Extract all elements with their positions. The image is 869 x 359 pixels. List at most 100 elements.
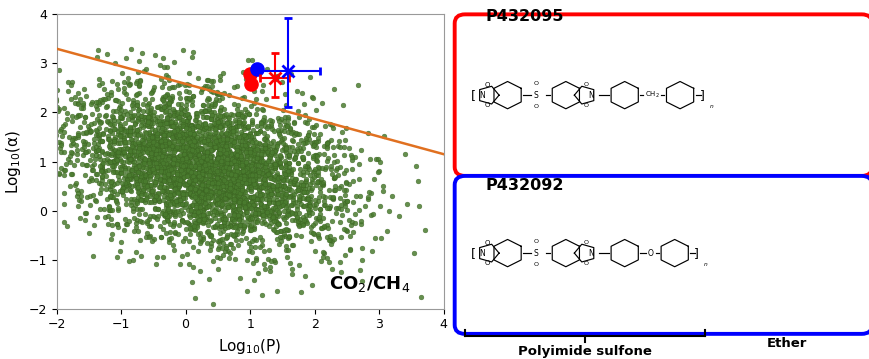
Point bbox=[189, 113, 202, 119]
Point bbox=[242, 152, 255, 158]
Point bbox=[216, 214, 230, 220]
Point bbox=[164, 174, 178, 180]
Point bbox=[177, 169, 191, 175]
Point bbox=[233, 159, 247, 165]
Point bbox=[205, 177, 219, 183]
Point bbox=[143, 143, 157, 149]
Point bbox=[126, 106, 140, 111]
Point bbox=[308, 197, 322, 202]
Point bbox=[149, 167, 163, 172]
Point bbox=[269, 288, 283, 294]
Point bbox=[169, 141, 182, 146]
Point bbox=[218, 216, 232, 222]
Point bbox=[216, 240, 229, 246]
Point bbox=[146, 148, 160, 154]
Point bbox=[98, 113, 112, 118]
Point bbox=[275, 197, 289, 203]
Point bbox=[264, 118, 278, 123]
Point bbox=[201, 95, 215, 101]
Point bbox=[183, 183, 197, 189]
Point bbox=[199, 124, 213, 130]
Point bbox=[237, 224, 251, 229]
Point bbox=[109, 153, 123, 159]
Point bbox=[242, 248, 255, 254]
Point bbox=[157, 166, 171, 172]
Point bbox=[124, 149, 138, 155]
Point bbox=[303, 193, 317, 199]
Point bbox=[242, 146, 256, 152]
Point bbox=[237, 223, 251, 228]
Point bbox=[179, 95, 193, 101]
Point bbox=[164, 95, 178, 101]
Point bbox=[290, 222, 304, 227]
Point bbox=[239, 143, 253, 149]
Point bbox=[288, 211, 302, 216]
Point bbox=[207, 109, 221, 115]
Point bbox=[154, 165, 168, 171]
Point bbox=[166, 209, 180, 215]
Point bbox=[337, 198, 351, 204]
Point bbox=[344, 219, 358, 225]
Point bbox=[173, 81, 187, 87]
Text: Ether: Ether bbox=[766, 337, 806, 350]
Point bbox=[210, 180, 224, 186]
Point bbox=[83, 175, 97, 181]
Point bbox=[157, 171, 171, 177]
Point bbox=[128, 167, 142, 173]
Point bbox=[206, 140, 220, 146]
Point bbox=[270, 170, 284, 176]
Point bbox=[169, 189, 183, 195]
Point bbox=[243, 205, 257, 211]
Point bbox=[97, 113, 111, 119]
Point bbox=[92, 180, 106, 185]
Point bbox=[88, 120, 102, 126]
Point bbox=[287, 191, 301, 197]
Point bbox=[237, 132, 251, 138]
Point bbox=[235, 155, 249, 161]
Point bbox=[52, 67, 66, 73]
Point bbox=[147, 197, 161, 203]
Point bbox=[253, 204, 267, 210]
Point bbox=[228, 158, 242, 164]
Point bbox=[211, 150, 225, 156]
Point bbox=[149, 146, 163, 152]
Point bbox=[184, 172, 198, 177]
Point bbox=[149, 181, 163, 187]
Point bbox=[169, 134, 183, 139]
Point bbox=[254, 120, 268, 126]
Point bbox=[229, 209, 243, 215]
Point bbox=[201, 179, 215, 185]
Point bbox=[230, 178, 244, 183]
Point bbox=[224, 160, 238, 165]
Point bbox=[241, 148, 255, 154]
Point bbox=[238, 143, 252, 149]
Point bbox=[222, 183, 236, 188]
Point bbox=[231, 216, 245, 222]
Point bbox=[335, 129, 348, 135]
Point bbox=[249, 238, 263, 243]
Point bbox=[105, 122, 119, 127]
Point bbox=[78, 114, 92, 120]
Point bbox=[142, 137, 156, 143]
Point bbox=[307, 202, 321, 208]
Point bbox=[284, 266, 298, 272]
Point bbox=[150, 216, 164, 222]
Point bbox=[221, 156, 235, 162]
Point bbox=[172, 171, 186, 177]
Point bbox=[154, 113, 168, 119]
Point bbox=[182, 155, 196, 160]
Point bbox=[198, 123, 212, 129]
Point bbox=[162, 100, 176, 106]
Point bbox=[270, 236, 284, 242]
Point bbox=[98, 181, 112, 187]
Point bbox=[273, 154, 287, 159]
Point bbox=[242, 179, 255, 185]
Point bbox=[238, 170, 252, 176]
Point bbox=[134, 150, 148, 156]
Point bbox=[225, 142, 239, 148]
Point bbox=[209, 196, 223, 202]
Point bbox=[212, 77, 226, 83]
Point bbox=[244, 194, 258, 200]
Point bbox=[243, 150, 257, 155]
Point bbox=[115, 188, 129, 194]
